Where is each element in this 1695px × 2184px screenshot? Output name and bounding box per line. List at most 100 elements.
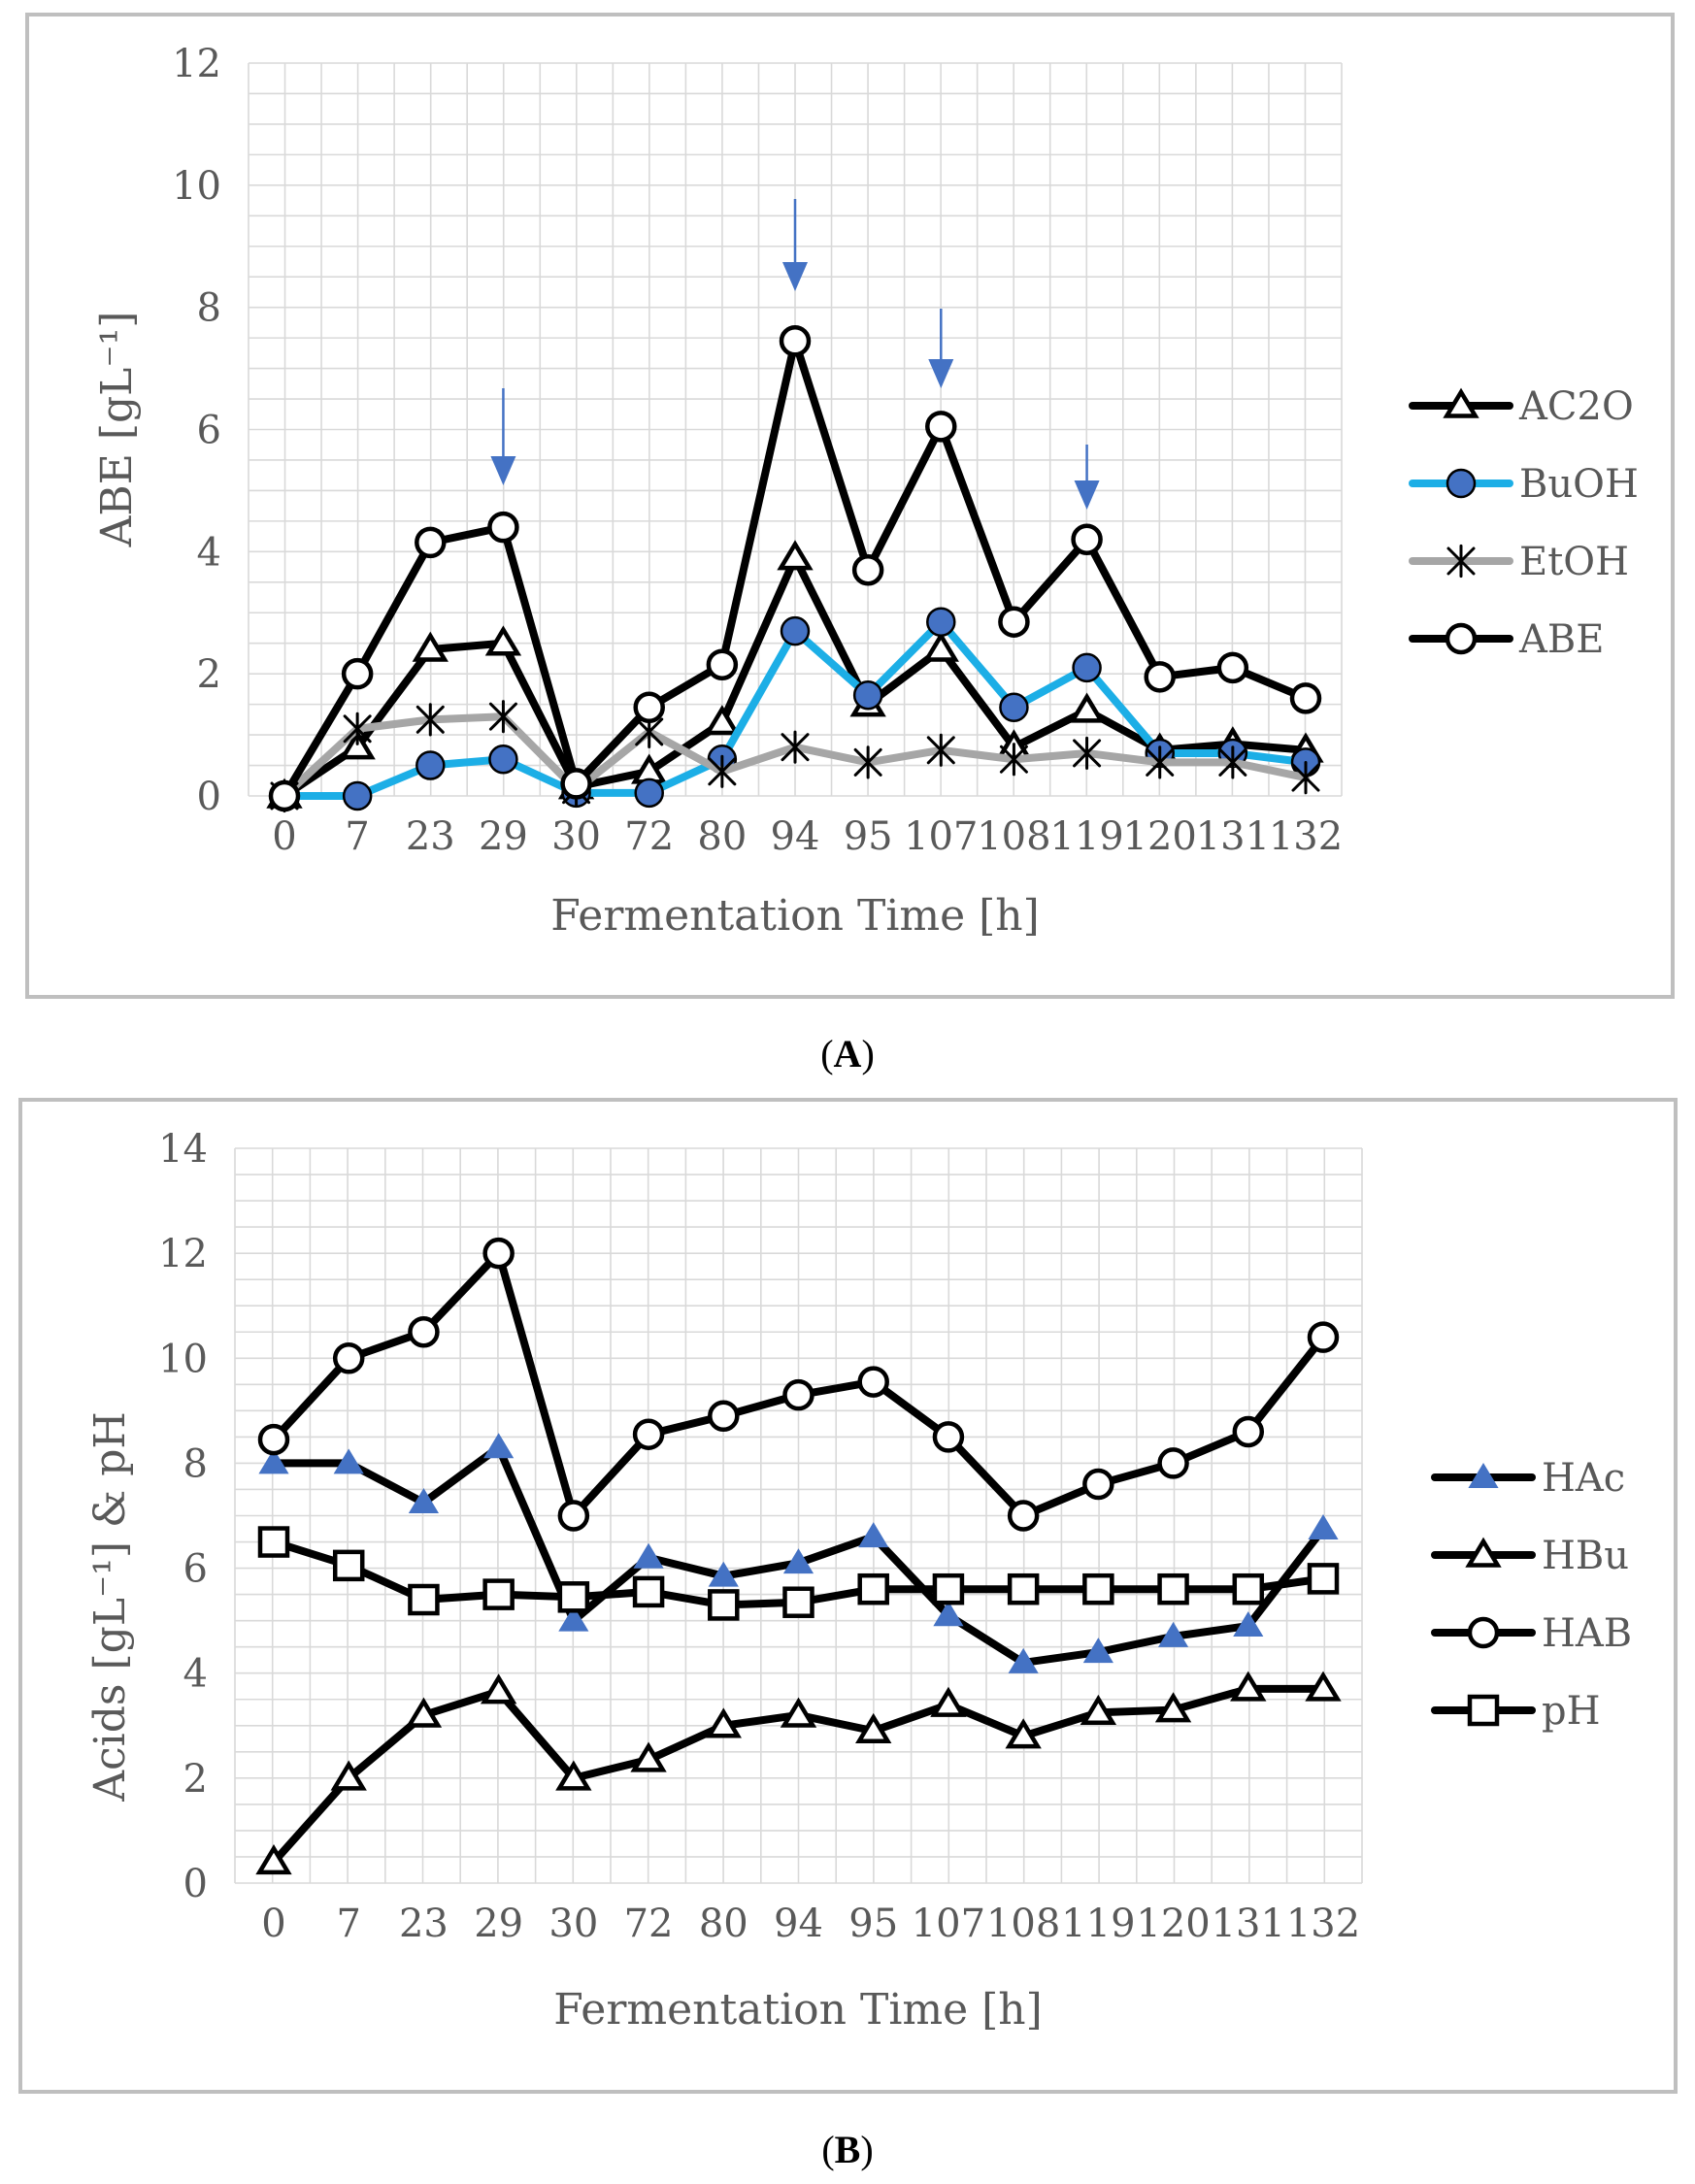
data-point-hac: [333, 1448, 364, 1474]
data-point-etoh: [1146, 745, 1175, 779]
data-point-hab: [332, 1342, 365, 1374]
data-point-abe: [851, 553, 884, 586]
data-point-etoh: [415, 703, 445, 737]
data-point-abe: [415, 526, 447, 559]
data-point-ph: [257, 1526, 290, 1558]
x-tick-label: 119: [1049, 814, 1123, 859]
x-tick-label: 72: [624, 814, 674, 859]
x-tick-label: 30: [548, 1902, 598, 1946]
x-tick-label: 0: [261, 1902, 285, 1946]
data-point-ph: [332, 1549, 365, 1582]
data-point-hac: [1157, 1621, 1189, 1647]
data-point-ph: [1082, 1572, 1114, 1605]
data-point-buoh: [415, 750, 446, 780]
legend-label: BuOH: [1519, 462, 1639, 507]
data-point-hbu: [405, 1697, 443, 1728]
data-point-hbu: [330, 1760, 367, 1791]
arrow-marker: [1074, 445, 1100, 510]
data-point-ph: [1232, 1572, 1265, 1605]
x-tick-label: 29: [479, 814, 528, 859]
y-tick-label: 14: [158, 1127, 208, 1172]
data-point-ph: [1007, 1572, 1040, 1605]
y-tick-label: 0: [197, 775, 221, 819]
series-ph: [257, 1526, 1340, 1621]
data-point-hab: [1307, 1321, 1340, 1353]
data-point-hbu: [480, 1673, 517, 1704]
x-tick-label: 80: [699, 1902, 748, 1946]
legend-label: HAc: [1542, 1456, 1625, 1501]
x-tick-label: 131: [1212, 1902, 1285, 1946]
y-tick-label: 8: [197, 286, 221, 331]
data-point-ph: [1157, 1572, 1189, 1605]
x-tick-label: 80: [697, 814, 747, 859]
data-point-hbu: [780, 1697, 817, 1728]
data-point-hac: [633, 1542, 664, 1569]
data-point-hab: [857, 1366, 889, 1398]
x-tick-label: 94: [771, 814, 820, 859]
data-point-hac: [408, 1488, 440, 1513]
legend-entry-hac: HAc: [1431, 1456, 1625, 1501]
data-point-etoh: [488, 700, 517, 734]
x-tick-label: 95: [848, 1902, 898, 1946]
chart-a-series: [266, 325, 1324, 813]
data-point-hab: [1232, 1415, 1265, 1448]
legend-marker: [1467, 1616, 1500, 1649]
arrow-marker: [490, 388, 516, 485]
x-tick-label: 120: [1136, 1902, 1210, 1946]
data-point-hbu: [555, 1760, 592, 1791]
data-point-etoh: [999, 743, 1028, 777]
data-point-buoh: [634, 778, 664, 809]
chart-b-xlabel: Fermentation Time [h]: [553, 1985, 1043, 2035]
data-point-abe: [1144, 661, 1176, 693]
data-point-ac2o: [704, 705, 741, 736]
data-point-hab: [932, 1421, 965, 1453]
data-point-etoh: [1218, 745, 1247, 779]
data-point-abe: [633, 691, 665, 724]
x-tick-label: 119: [1061, 1902, 1135, 1946]
data-point-ph: [857, 1572, 889, 1605]
chart-b-y-ticks: 0 2 4 6 8 10 12 14: [158, 1127, 208, 1906]
data-point-ac2o: [922, 631, 959, 662]
x-tick-label: 7: [336, 1902, 360, 1946]
chart-a-y-ticks: 0 2 4 6 8 10 12: [172, 42, 221, 819]
data-point-hbu: [255, 1843, 292, 1875]
data-point-abe: [998, 606, 1030, 638]
data-point-abe: [560, 768, 592, 800]
y-tick-label: 4: [197, 530, 221, 575]
x-tick-label: 107: [912, 1902, 985, 1946]
data-point-buoh: [1072, 652, 1102, 683]
legend-marker: [1446, 468, 1477, 499]
x-tick-label: 29: [474, 1902, 523, 1946]
y-tick-label: 12: [172, 42, 221, 86]
x-tick-label: 108: [977, 814, 1050, 859]
data-point-ph: [482, 1578, 515, 1610]
data-point-ph: [557, 1581, 590, 1613]
data-point-etoh: [853, 745, 882, 779]
legend-entry-ph: pH: [1431, 1689, 1601, 1734]
data-point-abe: [268, 779, 301, 812]
data-point-etoh: [343, 711, 372, 745]
chart-a-legend: AC2O BuOH EtOH ABE: [1409, 384, 1639, 662]
data-point-etoh: [926, 733, 955, 767]
data-point-hab: [708, 1400, 740, 1433]
y-tick-label: 6: [197, 409, 221, 453]
legend-entry-ac2o: AC2O: [1409, 384, 1634, 429]
chart-a-xlabel: Fermentation Time [h]: [550, 891, 1040, 941]
y-tick-label: 10: [172, 164, 221, 209]
data-point-hab: [1082, 1468, 1114, 1501]
chart-b-ylabel: Acids [gL⁻¹] & pH: [85, 1411, 135, 1802]
x-tick-label: 7: [345, 814, 369, 859]
data-point-hab: [782, 1378, 814, 1411]
data-point-hac: [558, 1605, 589, 1632]
data-point-hab: [1007, 1500, 1040, 1532]
data-point-ph: [632, 1575, 665, 1608]
data-point-hac: [782, 1548, 814, 1574]
legend-label: HBu: [1542, 1534, 1629, 1578]
data-point-ac2o: [777, 540, 814, 571]
legend-entry-buoh: BuOH: [1409, 462, 1639, 507]
legend-label: pH: [1542, 1689, 1601, 1734]
data-point-abe: [1071, 523, 1103, 555]
data-point-buoh: [926, 607, 956, 637]
